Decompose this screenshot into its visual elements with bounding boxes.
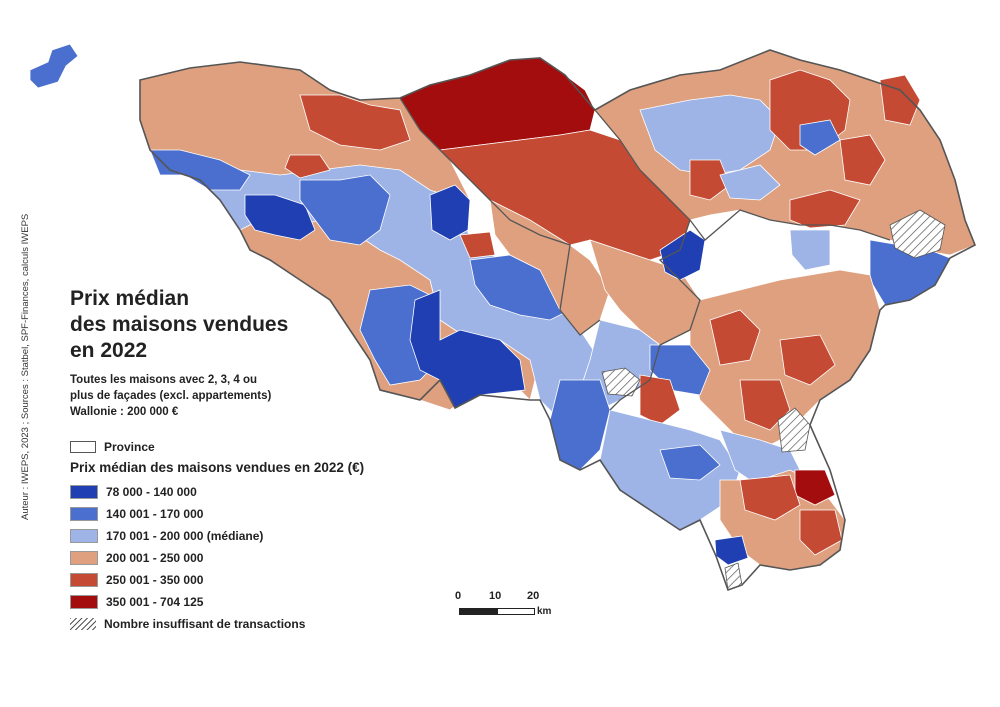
region-ardennes-red-4 bbox=[639, 374, 681, 426]
swatch-class-6 bbox=[70, 595, 98, 609]
scale-tick-20: 20 bbox=[527, 590, 540, 602]
title-line-1: Prix médian bbox=[70, 287, 190, 310]
legend-class-6: 350 001 - 704 125 bbox=[70, 591, 400, 613]
swatch-class-1 bbox=[70, 485, 98, 499]
province-label: Province bbox=[104, 440, 155, 454]
exclave-region bbox=[29, 43, 79, 89]
source-credit-text: Auteur : IWEPS, 2023 ; Sources : Statbel… bbox=[20, 213, 31, 520]
legend-class-3: 170 001 - 200 000 (médiane) bbox=[70, 525, 400, 547]
label-class-1: 78 000 - 140 000 bbox=[106, 485, 197, 499]
region-namur-dark-blue bbox=[659, 229, 706, 281]
region-hesbaye-light bbox=[639, 94, 781, 176]
legend-class-1: 78 000 - 140 000 bbox=[70, 481, 400, 503]
scale-bar: 0 10 20 km bbox=[455, 590, 575, 630]
swatch-class-2 bbox=[70, 507, 98, 521]
legend-insufficient: Nombre insuffisant de transactions bbox=[70, 613, 400, 635]
label-class-4: 200 001 - 250 000 bbox=[106, 551, 204, 565]
region-borinage-dark bbox=[244, 194, 316, 241]
province-border-2 bbox=[594, 109, 891, 241]
region-hainaut-blue-mid bbox=[149, 149, 251, 191]
swatch-class-4 bbox=[70, 551, 98, 565]
map-description: Toutes les maisons avec 2, 3, 4 ou plus … bbox=[70, 372, 310, 420]
region-verviers-red bbox=[839, 134, 886, 186]
region-ardennes-red-1 bbox=[709, 309, 761, 366]
map-title: Prix médian des maisons vendues en 2022 bbox=[70, 286, 310, 364]
label-class-6: 350 001 - 704 125 bbox=[106, 595, 204, 609]
region-lux-red bbox=[739, 474, 801, 521]
legend-province: Province bbox=[70, 436, 400, 458]
province-swatch bbox=[70, 441, 96, 453]
label-class-2: 140 001 - 170 000 bbox=[106, 507, 204, 521]
scale-unit: km bbox=[537, 606, 552, 617]
label-class-3: 170 001 - 200 000 (médiane) bbox=[106, 529, 264, 543]
swatch-class-3 bbox=[70, 529, 98, 543]
region-hainaut-red bbox=[284, 154, 331, 179]
hatched-area-south bbox=[777, 407, 811, 453]
description-line-2: plus de façades (excl. appartements) bbox=[70, 390, 272, 402]
legend-heading: Prix médian des maisons vendues en 2022 … bbox=[70, 460, 365, 475]
description-line-1: Toutes les maisons avec 2, 3, 4 ou bbox=[70, 374, 258, 386]
wallonia-outline bbox=[139, 49, 977, 592]
region-semois-mid bbox=[659, 444, 721, 481]
region-lux-red-2 bbox=[799, 509, 843, 556]
hatched-area-east bbox=[889, 209, 946, 259]
region-centre-mid bbox=[299, 174, 391, 246]
source-credit: Auteur : IWEPS, 2023 ; Sources : Statbel… bbox=[20, 200, 40, 520]
legend-class-2: 140 001 - 170 000 bbox=[70, 503, 400, 525]
description-line-3: Wallonie : 200 000 € bbox=[70, 406, 179, 418]
title-line-2: des maisons vendues bbox=[70, 313, 289, 336]
legend-class-5: 250 001 - 350 000 bbox=[70, 569, 400, 591]
insufficient-label: Nombre insuffisant de transactions bbox=[104, 617, 306, 631]
region-liege-mid bbox=[799, 119, 841, 156]
province-border-1 bbox=[399, 97, 601, 336]
region-ourthe-light bbox=[789, 229, 831, 271]
region-ardennes-red-2 bbox=[779, 334, 836, 386]
province-border-3 bbox=[609, 219, 701, 411]
scale-segment-1 bbox=[459, 608, 497, 615]
legend-class-4: 200 001 - 250 000 bbox=[70, 547, 400, 569]
region-hainaut-north-red bbox=[299, 94, 411, 151]
swatch-class-5 bbox=[70, 573, 98, 587]
region-huy-red bbox=[689, 159, 731, 201]
region-chimay-dark bbox=[409, 289, 526, 409]
scale-tick-10: 10 bbox=[489, 590, 502, 602]
title-line-3: en 2022 bbox=[70, 339, 148, 362]
label-class-5: 250 001 - 350 000 bbox=[106, 573, 204, 587]
region-virton-dark bbox=[714, 535, 749, 566]
hatch-swatch bbox=[70, 618, 96, 630]
region-thuin-red bbox=[459, 231, 496, 259]
map-legend: Province Prix médian des maisons vendues… bbox=[70, 436, 400, 635]
region-charleroi-dark bbox=[429, 184, 471, 241]
scale-tick-0: 0 bbox=[455, 590, 462, 602]
region-liege-light-2 bbox=[719, 164, 781, 201]
region-spa-red bbox=[789, 189, 861, 229]
scale-segment-2 bbox=[497, 608, 535, 615]
hatched-area-center bbox=[601, 367, 641, 397]
